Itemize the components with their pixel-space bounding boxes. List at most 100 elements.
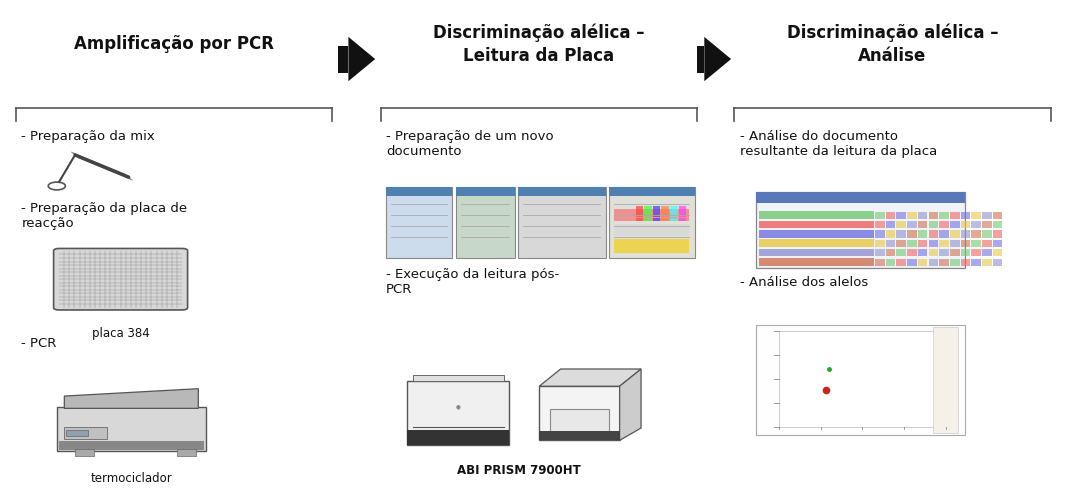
Bar (644, 206, 652, 210)
Bar (950, 249, 959, 256)
Bar (939, 240, 949, 247)
Bar (939, 249, 949, 256)
Bar (759, 211, 874, 219)
Bar (907, 258, 917, 266)
Bar (875, 249, 884, 256)
Bar (907, 221, 917, 228)
Text: Discriminação alélica –
Análise: Discriminação alélica – Análise (787, 24, 998, 64)
Bar (928, 240, 938, 247)
Bar (971, 249, 981, 256)
Bar (518, 187, 606, 258)
Bar (653, 206, 660, 210)
Bar (697, 45, 704, 72)
Bar (961, 249, 970, 256)
Bar (653, 218, 660, 221)
Bar (896, 249, 906, 256)
Bar (961, 230, 970, 238)
Bar (993, 230, 1002, 238)
Bar (875, 212, 884, 219)
Bar (875, 240, 884, 247)
Bar (59, 441, 204, 450)
Bar (636, 218, 643, 221)
Polygon shape (620, 369, 641, 440)
Bar (518, 187, 606, 196)
Bar (539, 386, 620, 440)
Bar (661, 206, 669, 210)
Bar (961, 258, 970, 266)
Bar (759, 230, 874, 238)
Text: ABI PRISM 7900HT: ABI PRISM 7900HT (457, 464, 581, 477)
Text: - Preparação de um novo
documento: - Preparação de um novo documento (386, 130, 553, 158)
Text: termociclador: termociclador (90, 472, 173, 485)
Polygon shape (539, 369, 641, 386)
Bar (413, 375, 504, 381)
Bar (950, 230, 959, 238)
Bar (756, 192, 965, 268)
Bar (614, 239, 689, 253)
Bar (993, 240, 1002, 247)
Bar (896, 221, 906, 228)
Bar (993, 249, 1002, 256)
Bar (679, 210, 686, 214)
Bar (939, 212, 949, 219)
Bar (918, 230, 927, 238)
Bar (759, 258, 874, 266)
Bar (679, 206, 686, 210)
Text: - Preparação da mix: - Preparação da mix (21, 130, 155, 143)
Text: ●: ● (456, 404, 461, 409)
FancyBboxPatch shape (57, 407, 206, 451)
Bar (644, 210, 652, 214)
Bar (338, 45, 348, 72)
Bar (653, 210, 660, 214)
Bar (759, 239, 874, 247)
Bar (661, 218, 669, 221)
Bar (759, 220, 874, 228)
Bar (670, 206, 678, 210)
Bar (885, 221, 895, 228)
Bar (875, 258, 884, 266)
Bar (928, 221, 938, 228)
Bar (661, 214, 669, 217)
Bar (670, 210, 678, 214)
Bar (918, 249, 927, 256)
Bar (918, 240, 927, 247)
Bar (756, 192, 965, 203)
Text: - Análise do documento
resultante da leitura da placa: - Análise do documento resultante da lei… (740, 130, 937, 158)
Bar (982, 240, 992, 247)
Bar (614, 209, 689, 221)
Bar (550, 408, 609, 433)
Bar (950, 212, 959, 219)
Bar (177, 449, 196, 456)
Bar (759, 248, 874, 256)
Bar (407, 430, 509, 445)
Text: - Preparação da placa de
reacção: - Preparação da placa de reacção (21, 202, 188, 230)
Bar (907, 249, 917, 256)
Bar (907, 240, 917, 247)
Bar (407, 381, 509, 445)
Bar (670, 214, 678, 217)
Bar (896, 240, 906, 247)
Bar (885, 249, 895, 256)
Bar (75, 449, 94, 456)
Bar (982, 230, 992, 238)
Polygon shape (704, 37, 731, 81)
Bar (653, 214, 660, 217)
Bar (670, 218, 678, 221)
Bar (918, 221, 927, 228)
Bar (644, 214, 652, 217)
Bar (939, 258, 949, 266)
Bar (961, 221, 970, 228)
Bar (928, 258, 938, 266)
Bar (993, 221, 1002, 228)
Bar (885, 258, 895, 266)
Bar (982, 212, 992, 219)
Bar (993, 258, 1002, 266)
Bar (896, 212, 906, 219)
Bar (918, 258, 927, 266)
Bar (875, 221, 884, 228)
Bar (950, 221, 959, 228)
Bar (928, 212, 938, 219)
Bar (386, 187, 452, 196)
Bar (971, 212, 981, 219)
Bar (971, 240, 981, 247)
